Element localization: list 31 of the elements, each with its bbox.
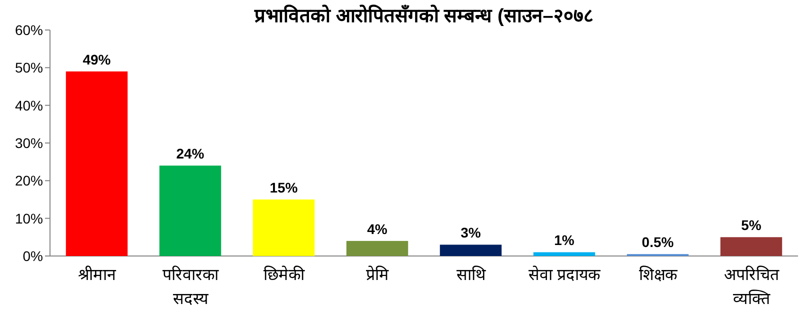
bar: [66, 71, 128, 256]
y-tick-label: 60%: [14, 22, 43, 38]
bar: [346, 240, 408, 256]
data-label: 15%: [270, 180, 298, 196]
bar: [533, 252, 596, 256]
x-tick-label: परिवारका सदस्य: [162, 265, 220, 308]
data-label: 4%: [367, 220, 388, 237]
y-tick-label: 40%: [14, 97, 43, 114]
bar: [440, 244, 502, 256]
x-tick-label: शिक्षक: [638, 265, 678, 284]
y-tick-label: 20%: [14, 172, 43, 189]
x-tick-label: साथि: [456, 265, 486, 284]
y-tick-label: 0%: [22, 248, 43, 264]
chart-title: प्रभावितको आरोपितसँगको सम्बन्ध (साउन–२०७८: [254, 4, 594, 27]
bar: [720, 237, 782, 256]
y-tick-label: 30%: [14, 135, 43, 151]
x-tick-label: छिमेकी: [263, 265, 306, 284]
data-label: 3%: [460, 224, 482, 241]
x-tick-label: प्रेमि: [366, 265, 389, 284]
data-label: 24%: [176, 146, 205, 162]
y-tick-label: 10%: [14, 210, 43, 226]
x-tick-label: अपरिचित व्यक्ति: [724, 265, 780, 308]
y-tick-label: 50%: [14, 60, 43, 76]
bar: [159, 166, 222, 256]
x-tick-label: सेवा प्रदायक: [528, 265, 601, 284]
data-label: 0.5%: [642, 234, 674, 250]
data-label: 5%: [741, 217, 762, 234]
x-tick-label: श्रीमान: [78, 265, 117, 284]
data-label: 49%: [82, 51, 112, 68]
data-label: 1%: [554, 232, 575, 248]
bar: [252, 200, 315, 256]
